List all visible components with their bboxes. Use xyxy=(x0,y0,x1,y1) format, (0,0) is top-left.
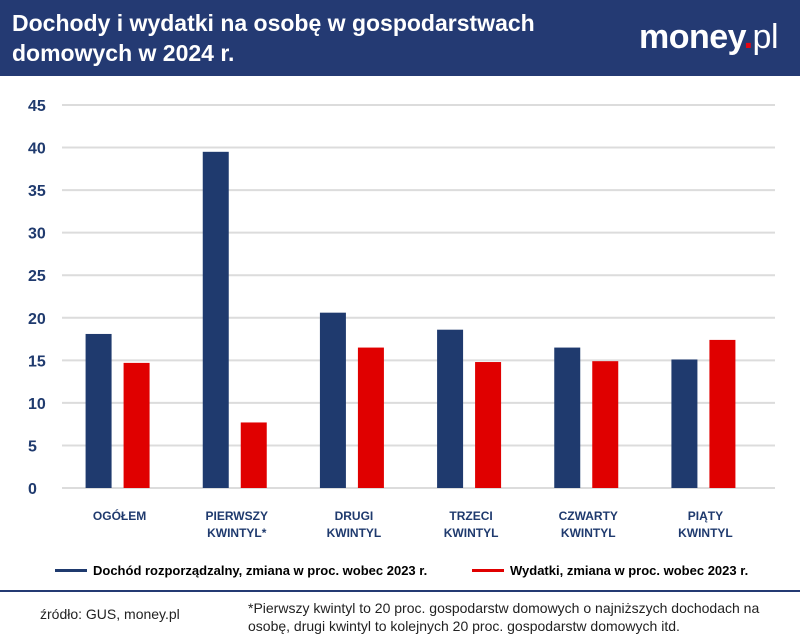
bar-income xyxy=(671,359,698,488)
x-tick-label: CZWARTY xyxy=(559,509,618,523)
footnote: *Pierwszy kwintyl to 20 proc. gospodarst… xyxy=(248,600,760,634)
y-tick-label: 35 xyxy=(28,183,46,200)
y-tick-label: 30 xyxy=(28,226,46,243)
bar-income xyxy=(437,329,464,488)
x-tick-label: OGÓŁEM xyxy=(93,508,146,523)
legend-item-income: Dochód rozporządzalny, zmiana w proc. wo… xyxy=(55,563,427,578)
source: źródło: GUS, money.pl xyxy=(40,606,180,622)
y-tick-label: 15 xyxy=(28,353,46,370)
legend-item-expenses: Wydatki, zmiana w proc. wobec 2023 r. xyxy=(472,563,748,578)
x-tick-label: KWINTYL xyxy=(327,526,382,540)
y-tick-label: 45 xyxy=(28,98,46,115)
y-tick-label: 25 xyxy=(28,268,46,285)
legend-swatch-income xyxy=(55,569,87,572)
bar-expenses xyxy=(123,362,150,488)
x-tick-label: KWINTYL xyxy=(678,526,733,540)
x-tick-label: PIĄTY xyxy=(688,509,723,523)
y-tick-label: 10 xyxy=(28,396,46,413)
y-tick-label: 40 xyxy=(28,141,46,158)
x-tick-label: KWINTYL xyxy=(561,526,616,540)
chart-title: Dochody i wydatki na osobę w gospodarstw… xyxy=(12,10,535,66)
x-tick-label: TRZECI xyxy=(449,509,492,523)
y-tick-label: 5 xyxy=(28,438,37,455)
logo: money.pl xyxy=(639,18,779,56)
bar-chart: 0 5 10 15 20 25 30 35 40 45 OGÓŁEM PIERWSZY KWINTYL*… xyxy=(28,98,775,540)
x-tick-label: PIERWSZY xyxy=(206,509,268,523)
y-tick-label: 0 xyxy=(28,481,37,498)
separator xyxy=(0,590,800,592)
bar-income xyxy=(85,333,112,488)
bar-expenses xyxy=(475,362,502,488)
legend-label-expenses: Wydatki, zmiana w proc. wobec 2023 r. xyxy=(510,563,749,578)
x-tick-label: DRUGI xyxy=(335,509,374,523)
legend-label-income: Dochód rozporządzalny, zmiana w proc. wo… xyxy=(93,563,428,578)
x-tick-label: KWINTYL* xyxy=(207,526,267,540)
bar-expenses xyxy=(357,347,384,488)
y-tick-label: 20 xyxy=(28,311,46,328)
bar-income xyxy=(319,312,346,488)
bar-income xyxy=(554,347,581,488)
legend-swatch-expenses xyxy=(472,569,504,572)
bar-expenses xyxy=(592,361,619,488)
bar-expenses xyxy=(240,422,267,488)
bar-expenses xyxy=(709,339,736,488)
x-tick-label: KWINTYL xyxy=(444,526,499,540)
bar-income xyxy=(202,151,229,489)
header: Dochody i wydatki na osobę w gospodarstw… xyxy=(0,0,800,76)
